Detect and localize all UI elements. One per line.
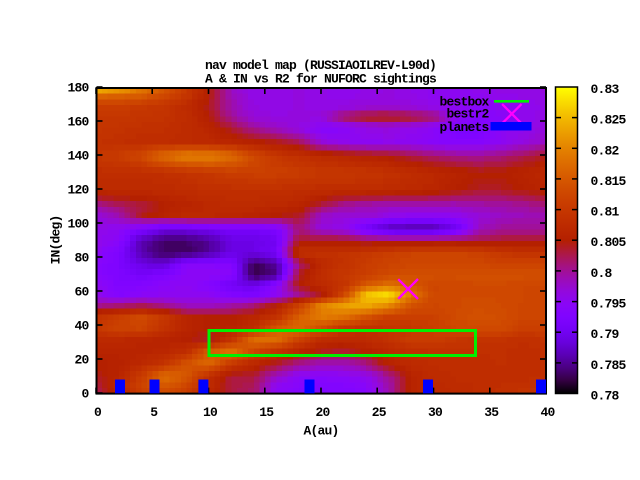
- svg-text:nav model map (RUSSIAOILREV-L9: nav model map (RUSSIAOILREV-L90d): [205, 58, 436, 73]
- svg-text:0.78: 0.78: [591, 389, 620, 404]
- svg-text:IN(deg): IN(deg): [49, 215, 64, 264]
- svg-text:planets: planets: [439, 120, 489, 135]
- svg-text:0.825: 0.825: [591, 113, 627, 128]
- svg-text:160: 160: [67, 115, 89, 130]
- svg-text:0.785: 0.785: [591, 358, 627, 373]
- svg-text:bestr2: bestr2: [446, 107, 489, 122]
- svg-text:0: 0: [94, 405, 102, 420]
- svg-text:40: 40: [74, 319, 89, 334]
- svg-text:25: 25: [372, 405, 387, 420]
- svg-text:20: 20: [315, 405, 330, 420]
- svg-text:60: 60: [74, 285, 89, 300]
- svg-text:0: 0: [81, 387, 89, 402]
- svg-text:0.8: 0.8: [591, 266, 613, 281]
- svg-text:0.815: 0.815: [591, 174, 627, 189]
- svg-text:10: 10: [203, 405, 218, 420]
- svg-text:0.81: 0.81: [591, 205, 620, 220]
- svg-text:40: 40: [540, 405, 555, 420]
- svg-text:30: 30: [428, 405, 443, 420]
- svg-text:80: 80: [74, 251, 89, 266]
- svg-text:A & IN vs R2 for NUFORC sighti: A & IN vs R2 for NUFORC sightings: [205, 72, 437, 87]
- svg-text:15: 15: [259, 405, 274, 420]
- svg-text:0.83: 0.83: [591, 82, 620, 97]
- svg-text:0.805: 0.805: [591, 235, 627, 250]
- svg-text:140: 140: [67, 149, 89, 164]
- svg-text:A(au): A(au): [303, 424, 338, 439]
- svg-text:35: 35: [484, 405, 499, 420]
- svg-text:0.795: 0.795: [591, 297, 627, 312]
- svg-text:0.79: 0.79: [591, 327, 620, 342]
- svg-text:120: 120: [67, 183, 89, 198]
- svg-text:5: 5: [150, 405, 158, 420]
- svg-text:bestbox: bestbox: [439, 95, 489, 110]
- svg-text:20: 20: [74, 353, 89, 368]
- svg-text:100: 100: [67, 217, 89, 232]
- svg-text:180: 180: [67, 81, 89, 96]
- svg-text:0.82: 0.82: [591, 143, 620, 158]
